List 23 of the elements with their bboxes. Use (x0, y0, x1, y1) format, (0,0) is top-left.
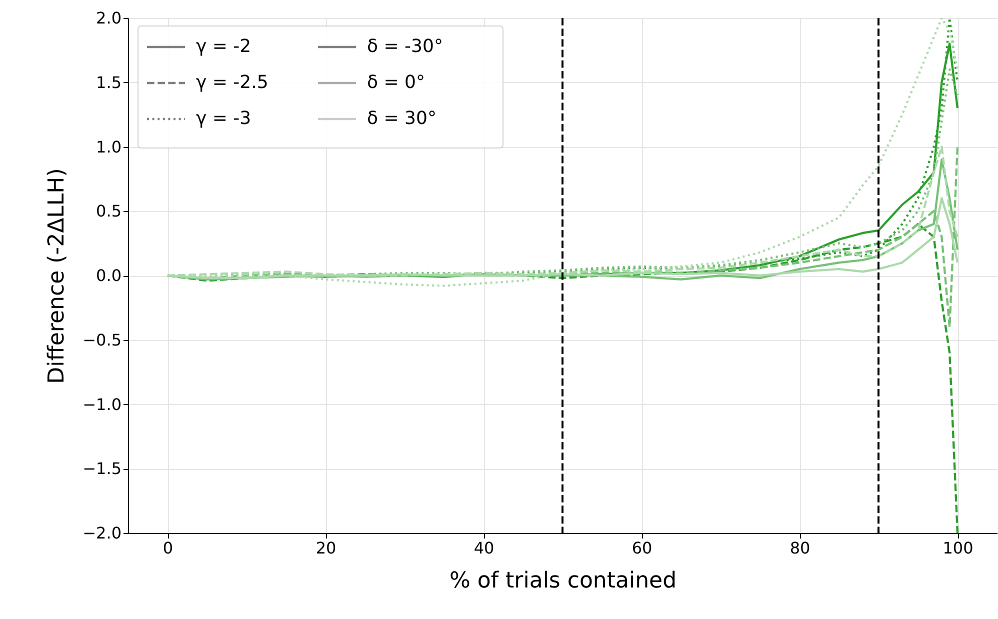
y-tick-label: 0.0 (96, 266, 122, 285)
legend-label: δ = -30° (367, 36, 443, 57)
y-tick-label: −0.5 (82, 330, 122, 350)
y-tick-label: −1.0 (82, 394, 122, 414)
y-tick-label: 1.5 (96, 72, 122, 92)
x-tick-label: 80 (790, 538, 810, 558)
x-tick-label: 60 (632, 538, 652, 558)
x-axis-title: % of trials contained (449, 568, 677, 594)
y-tick-label: −1.5 (82, 459, 122, 478)
y-tick-label: 1.0 (96, 137, 122, 156)
y-tick-label: 0.5 (96, 202, 122, 221)
legend-label: γ = -2.5 (196, 72, 268, 93)
legend-label: δ = 30° (367, 108, 436, 129)
y-tick-label: −2.0 (82, 524, 122, 542)
legend-label: γ = -3 (196, 108, 252, 129)
legend-label: γ = -2 (196, 36, 252, 57)
x-tick-label: 20 (316, 538, 336, 558)
x-tick-label: 0 (162, 538, 174, 558)
legend-label: δ = 0° (367, 72, 425, 93)
y-tick-label: 2.0 (96, 8, 122, 28)
x-tick-label: 100 (942, 538, 974, 558)
y-axis-title: Difference (-2ΔLLH) (44, 168, 70, 384)
x-tick-label: 40 (474, 538, 494, 558)
